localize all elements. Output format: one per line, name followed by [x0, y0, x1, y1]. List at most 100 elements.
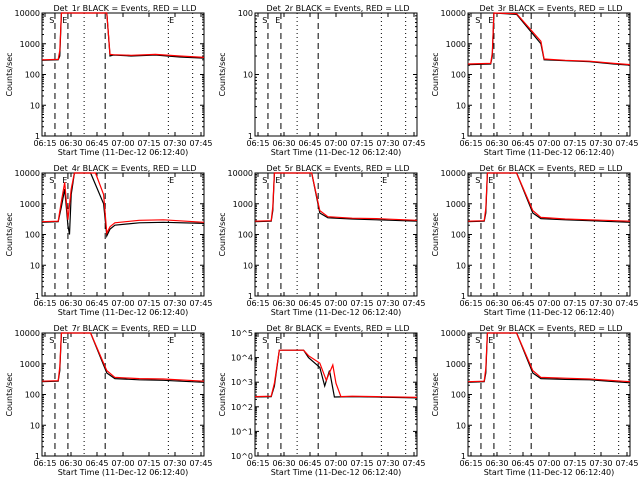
x-tick-label: 06:45	[298, 459, 321, 468]
marker-label: E	[169, 176, 174, 185]
x-tick-label: 06:30	[59, 459, 82, 468]
plot-frame	[254, 172, 418, 297]
x-axis-label: Start Time (11-Dec-12 06:12:40)	[271, 468, 402, 477]
x-tick-label: 07:45	[615, 299, 638, 308]
y-tick-label: 1	[461, 292, 466, 301]
y-axis-label: Counts/sec	[5, 372, 14, 416]
panel-title: Det_6r BLACK = Events, RED = LLD	[479, 164, 622, 173]
marker-label: E	[169, 336, 174, 345]
x-tick-label: 07:15	[350, 459, 373, 468]
y-tick-label: 1000	[20, 360, 40, 369]
x-tick-label: 07:00	[111, 299, 134, 308]
y-tick-label: 1000	[446, 360, 466, 369]
panel-title: Det_2r BLACK = Events, RED = LLD	[266, 4, 409, 13]
marker-label: S	[475, 176, 480, 185]
x-tick-label: 07:00	[537, 139, 560, 148]
x-axis-label: Start Time (11-Dec-12 06:12:40)	[271, 308, 402, 317]
plot-frame	[41, 12, 205, 137]
y-tick-label: 10000	[441, 329, 466, 338]
marker-label: E	[62, 176, 67, 185]
x-tick-label: 06:45	[85, 139, 108, 148]
marker-label: E	[488, 176, 493, 185]
y-axis-label: Counts/sec	[218, 372, 227, 416]
panel-title: Det_5r BLACK = Events, RED = LLD	[266, 164, 409, 173]
series-lld-line	[467, 332, 631, 383]
x-tick-label: 07:45	[402, 459, 425, 468]
series-lld-line	[467, 172, 631, 222]
x-axis-label: Start Time (11-Dec-12 06:12:40)	[58, 468, 189, 477]
y-axis-label: Counts/sec	[5, 52, 14, 96]
marker-label: E	[169, 16, 174, 25]
x-tick-label: 07:30	[376, 459, 399, 468]
y-axis-label: Counts/sec	[5, 212, 14, 256]
x-tick-label: 07:30	[163, 299, 186, 308]
x-tick-label: 07:30	[376, 139, 399, 148]
plot-frame	[254, 12, 418, 137]
marker-label: E	[488, 16, 493, 25]
y-tick-label: 1	[461, 132, 466, 141]
marker-label: S	[262, 16, 267, 25]
x-tick-label: 07:00	[324, 139, 347, 148]
x-tick-label: 06:30	[272, 299, 295, 308]
y-tick-label: 100	[238, 231, 253, 240]
x-tick-label: 06:30	[485, 299, 508, 308]
plot-frame	[41, 172, 205, 297]
y-tick-label: 10	[456, 261, 466, 270]
y-tick-label: 10^4	[231, 354, 253, 363]
x-axis-label: Start Time (11-Dec-12 06:12:40)	[484, 308, 615, 317]
x-tick-label: 07:45	[189, 299, 212, 308]
x-tick-label: 06:45	[298, 139, 321, 148]
series-lld-line	[41, 12, 205, 61]
x-tick-label: 06:45	[85, 299, 108, 308]
marker-label: E	[275, 16, 280, 25]
y-tick-label: 10^1	[231, 427, 253, 436]
y-tick-label: 1	[248, 292, 253, 301]
x-axis-label: Start Time (11-Dec-12 06:12:40)	[484, 468, 615, 477]
y-tick-label: 10	[30, 101, 40, 110]
y-tick-label: 100	[25, 391, 40, 400]
y-tick-label: 100	[451, 391, 466, 400]
y-tick-label: 1000	[233, 200, 253, 209]
x-tick-label: 07:45	[615, 139, 638, 148]
y-tick-label: 10000	[15, 169, 40, 178]
y-tick-label: 1	[35, 452, 40, 461]
marker-label: S	[49, 336, 54, 345]
x-tick-label: 06:30	[272, 139, 295, 148]
x-tick-label: 07:15	[350, 299, 373, 308]
marker-label: E	[275, 336, 280, 345]
y-tick-label: 10	[243, 71, 253, 80]
panel-title: Det_3r BLACK = Events, RED = LLD	[479, 4, 622, 13]
y-tick-label: 100	[451, 231, 466, 240]
y-tick-label: 100	[25, 231, 40, 240]
y-tick-label: 10000	[15, 9, 40, 18]
panel-title: Det_7r BLACK = Events, RED = LLD	[53, 324, 196, 333]
x-tick-label: 06:30	[59, 139, 82, 148]
marker-label: S	[49, 176, 54, 185]
plot-frame	[467, 12, 631, 137]
x-tick-label: 06:15	[33, 299, 56, 308]
x-tick-label: 07:30	[589, 299, 612, 308]
y-tick-label: 10	[456, 421, 466, 430]
y-tick-label: 1000	[446, 200, 466, 209]
y-axis-label: Counts/sec	[218, 52, 227, 96]
x-tick-label: 07:45	[615, 459, 638, 468]
x-tick-label: 06:45	[511, 139, 534, 148]
y-tick-label: 100	[25, 71, 40, 80]
x-tick-label: 06:15	[246, 299, 269, 308]
x-tick-label: 06:15	[459, 459, 482, 468]
y-tick-label: 1	[35, 292, 40, 301]
x-tick-label: 06:45	[511, 459, 534, 468]
panel-title: Det_9r BLACK = Events, RED = LLD	[479, 324, 622, 333]
panel-det-7: Det_7r BLACK = Events, RED = LLD 1 10 100 10…	[5, 324, 213, 477]
marker-label: S	[262, 176, 267, 185]
x-tick-label: 07:30	[376, 299, 399, 308]
series-lld-line	[254, 172, 418, 222]
panel-title: Det_4r BLACK = Events, RED = LLD	[53, 164, 196, 173]
x-tick-label: 07:00	[111, 459, 134, 468]
plot-frame	[467, 172, 631, 297]
x-tick-label: 06:30	[59, 299, 82, 308]
y-axis-label: Counts/sec	[431, 372, 440, 416]
series-events-line	[254, 349, 418, 399]
y-tick-label: 10^0	[231, 452, 253, 461]
